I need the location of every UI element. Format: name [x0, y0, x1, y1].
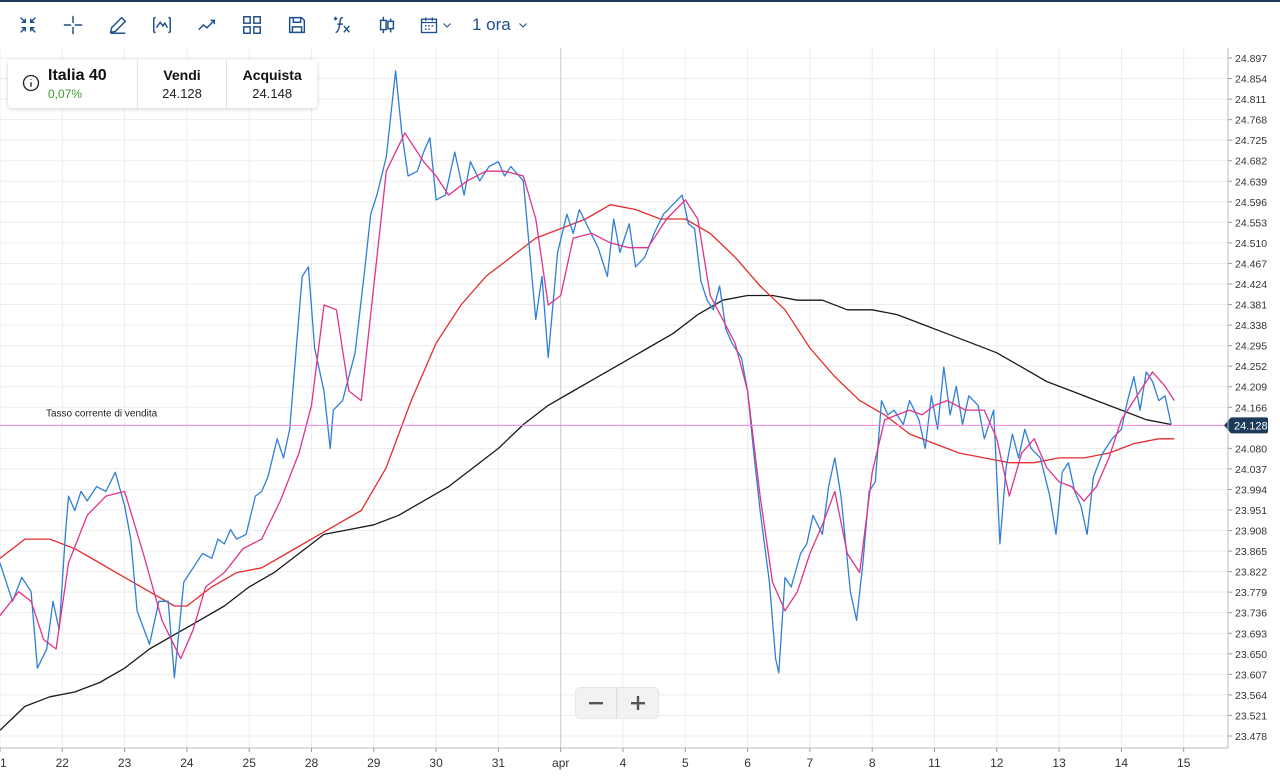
current-rate-marker: Tasso corrente di vendita 24.128 [0, 408, 1268, 434]
sell-price: 24.128 [162, 86, 202, 101]
x-axis: 1 22 23 24 25 28 29 30 31 apr 4 5 6 7 8 11 12 13 14 15 [0, 747, 1228, 770]
collapse-arrows-icon[interactable] [13, 10, 43, 40]
series-line-price [0, 70, 1172, 679]
instrument-info-card: Italia 40 0,07% Vendi 24.128 Acquista 24… [8, 60, 317, 108]
buy-label: Acquista [242, 67, 302, 83]
y-tick-label: 24.209 [1235, 382, 1267, 394]
minus-icon [589, 702, 603, 705]
y-tick-label: 24.725 [1235, 135, 1267, 147]
y-tick-label: 23.951 [1235, 505, 1267, 517]
y-tick-label: 23.865 [1235, 546, 1267, 558]
x-tick-label: 30 [429, 756, 443, 770]
x-tick-label: 22 [56, 756, 70, 770]
series-line-ma-mid [0, 204, 1175, 607]
y-tick-label: 24.596 [1235, 197, 1267, 209]
x-tick-label: 11 [928, 756, 941, 770]
zoom-in-button[interactable] [617, 688, 658, 718]
calendar-icon[interactable] [414, 10, 458, 40]
x-tick-label: 23 [118, 756, 132, 770]
x-tick-label: apr [552, 756, 569, 770]
y-tick-label: 24.467 [1235, 258, 1267, 270]
x-tick-label: 15 [1177, 756, 1191, 770]
y-axis: 24.897 24.854 24.811 24.768 24.725 24.682 24.6… [1227, 48, 1267, 748]
y-tick-label: 24.252 [1235, 361, 1267, 373]
y-tick-label: 24.811 [1235, 94, 1266, 106]
sell-label: Vendi [163, 67, 201, 83]
trend-line-icon[interactable] [192, 10, 222, 40]
sell-button[interactable]: Vendi 24.128 [138, 60, 228, 108]
y-tick-label: 24.295 [1235, 341, 1267, 353]
current-rate-label: Tasso corrente di vendita [46, 408, 158, 419]
y-tick-label: 23.822 [1235, 567, 1267, 579]
chart-grid [0, 48, 1228, 748]
x-tick-label: 13 [1052, 756, 1066, 770]
crosshair-icon[interactable] [58, 10, 88, 40]
save-icon[interactable] [282, 10, 312, 40]
x-tick-label: 29 [367, 756, 381, 770]
y-tick-label: 23.994 [1235, 484, 1267, 496]
x-tick-label: 4 [620, 756, 627, 770]
y-tick-label: 24.639 [1235, 176, 1267, 188]
plus-icon [630, 696, 645, 710]
y-tick-label: 23.779 [1235, 587, 1267, 599]
y-tick-label: 23.736 [1235, 608, 1267, 620]
y-tick-label: 24.424 [1235, 279, 1267, 291]
candlestick-icon[interactable] [372, 10, 402, 40]
x-tick-label: 25 [243, 756, 257, 770]
instrument-change: 0,07% [48, 87, 83, 101]
top-accent-bar [0, 0, 1280, 2]
y-tick-label: 24.166 [1235, 402, 1267, 414]
y-tick-label: 24.854 [1235, 74, 1267, 86]
chevron-down-icon [518, 23, 527, 28]
instrument-cell[interactable]: Italia 40 0,07% [8, 60, 138, 108]
instrument-name: Italia 40 [48, 67, 107, 84]
y-tick-label: 23.564 [1235, 690, 1267, 702]
timeframe-select[interactable]: 1 ora [472, 12, 529, 38]
y-tick-label: 24.381 [1235, 300, 1267, 312]
y-tick-label: 23.650 [1235, 649, 1267, 661]
pencil-icon[interactable] [103, 10, 133, 40]
x-tick-label: 31 [492, 756, 506, 770]
chart-series [0, 70, 1175, 731]
current-rate-tag [1230, 417, 1268, 434]
y-tick-label: 24.553 [1235, 217, 1267, 229]
y-tick-label: 24.682 [1235, 156, 1267, 168]
y-tick-label: 24.338 [1235, 320, 1267, 332]
x-tick-label: 14 [1115, 756, 1129, 770]
y-tick-label: 23.521 [1235, 710, 1267, 722]
zoom-out-button[interactable] [576, 688, 617, 718]
y-tick-label: 24.080 [1235, 443, 1267, 455]
x-tick-label: 28 [305, 756, 319, 770]
x-tick-label: 6 [744, 756, 751, 770]
x-tick-label: 5 [682, 756, 689, 770]
timeframe-value: 1 ora [472, 15, 511, 34]
buy-button[interactable]: Acquista 24.148 [227, 60, 317, 108]
x-tick-label: 8 [869, 756, 876, 770]
y-tick-label: 24.897 [1235, 53, 1267, 65]
zoom-controls [576, 688, 658, 718]
x-tick-label: 12 [990, 756, 1004, 770]
y-tick-label: 24.768 [1235, 115, 1267, 127]
current-rate-value: 24.128 [1234, 420, 1268, 432]
chart-type-area-icon[interactable] [147, 10, 177, 40]
info-icon[interactable] [22, 74, 40, 92]
y-tick-label: 24.510 [1235, 238, 1267, 250]
series-line-ma-fast [0, 132, 1175, 660]
y-tick-label: 23.908 [1235, 526, 1267, 538]
y-tick-label: 24.037 [1235, 464, 1267, 476]
price-chart[interactable]: Tasso corrente di vendita 24.128 24.8972… [0, 48, 1280, 779]
x-tick-label: 24 [180, 756, 194, 770]
y-tick-label: 23.607 [1235, 669, 1267, 681]
x-tick-label: 7 [807, 756, 814, 770]
y-tick-label: 23.478 [1235, 731, 1267, 743]
function-fx-icon[interactable] [327, 10, 357, 40]
x-tick-label: 1 [0, 756, 7, 770]
chevron-down-icon [443, 23, 451, 28]
chart-toolbar: 1 ora [0, 2, 1280, 48]
y-tick-label: 23.693 [1235, 628, 1267, 640]
grid-layout-icon[interactable] [237, 10, 267, 40]
buy-price: 24.148 [252, 86, 293, 101]
